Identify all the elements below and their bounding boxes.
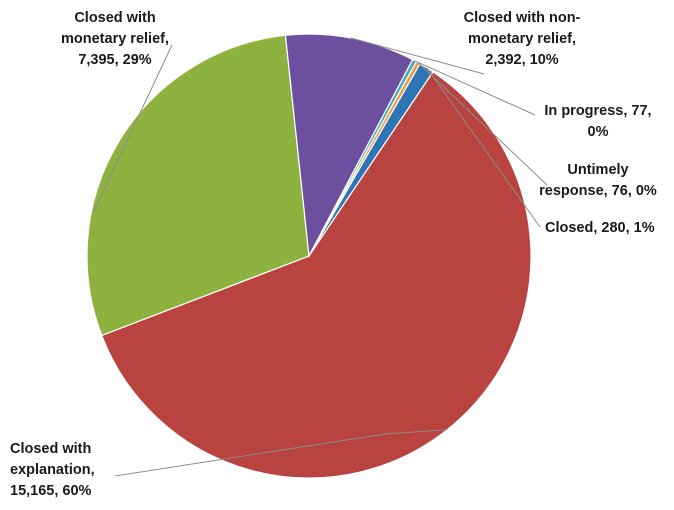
data-label-line: Untimely [567, 162, 628, 178]
data-label-line: In progress, 77, [544, 103, 651, 119]
data-label-line: response, 76, 0% [539, 183, 657, 199]
data-label-line: 0% [588, 124, 609, 140]
data-label-line: Closed with [10, 441, 91, 457]
data-label-line: 15,165, 60% [10, 483, 92, 499]
leader-line-untimely-response [417, 62, 548, 186]
leader-line-closed-with-explanation [114, 429, 448, 477]
leader-line-closed [426, 67, 541, 228]
data-label-line: explanation, [10, 462, 95, 478]
data-label-line: monetary relief, [61, 31, 169, 47]
data-label-line: Closed with non- [464, 10, 581, 26]
data-label-in-progress: In progress, 77, 0% [544, 103, 651, 140]
data-label-line: monetary relief, [468, 31, 576, 47]
data-label-closed: Closed, 280, 1% [545, 220, 655, 236]
data-label-untimely-response: Untimely response, 76, 0% [539, 162, 657, 199]
data-label-closed-with-non-monetary-relief: Closed with non-monetary relief, 2,392, 1… [464, 10, 581, 68]
leader-line-closed-with-monetary-relief [92, 44, 173, 213]
leader-line-in-progress [414, 60, 536, 116]
data-label-closed-with-monetary-relief: Closed with monetary relief, 7,395, 29% [61, 10, 169, 68]
data-label-closed-with-explanation: Closed with explanation, 15,165, 60% [10, 441, 95, 499]
data-label-line: 2,392, 10% [485, 52, 558, 68]
leader-line-closed-with-non-monetary-relief [350, 37, 485, 75]
pie-slices [86, 33, 532, 479]
data-label-line: Closed, 280, 1% [545, 220, 655, 236]
pie-slice-closed-with-non-monetary-relief [284, 33, 414, 259]
data-label-line: Closed with [74, 10, 155, 26]
data-label-line: 7,395, 29% [78, 52, 151, 68]
data-labels: Closed, 280, 1% Closed with explanation, 15… [10, 10, 657, 499]
pie-slice-closed-with-monetary-relief [86, 34, 310, 337]
leader-lines [92, 37, 548, 477]
